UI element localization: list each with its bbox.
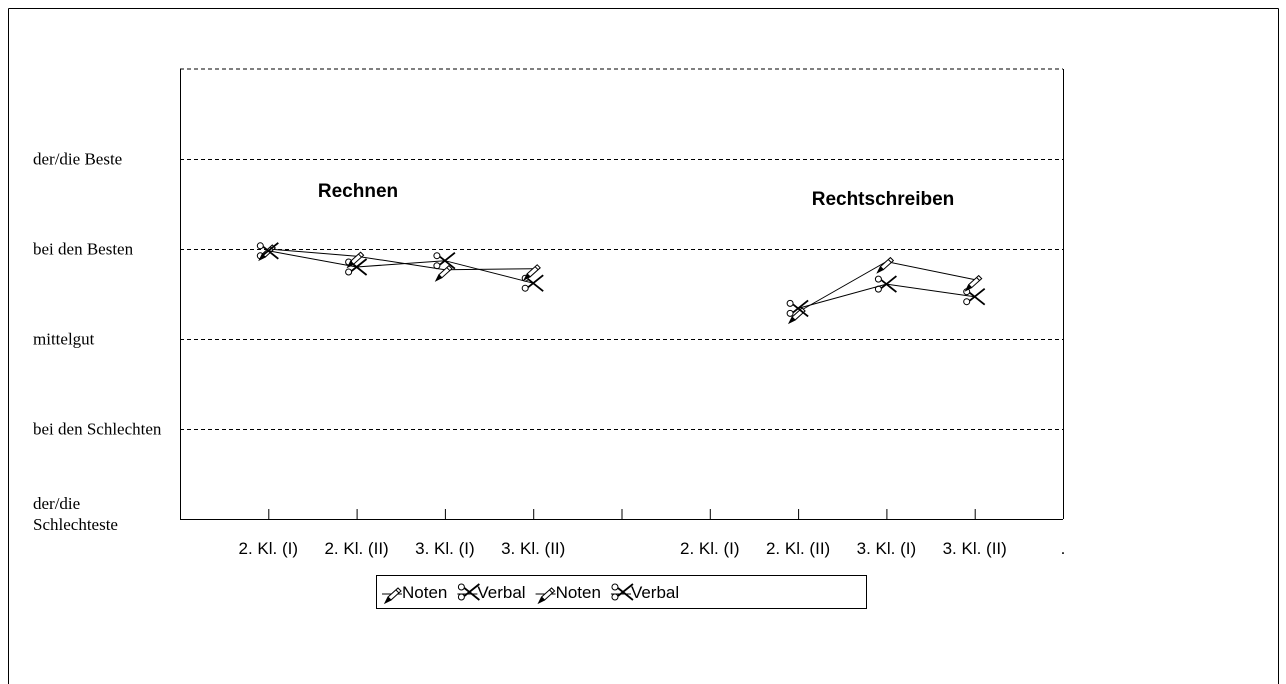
scissors-blade [463, 587, 480, 601]
scissors-ring [521, 284, 529, 292]
pencil-tip [787, 316, 796, 325]
scissors-blade [439, 255, 456, 270]
scissors-blade [351, 258, 368, 272]
legend-marker [383, 587, 402, 605]
scissors-ring [345, 268, 353, 276]
scissors-ring [457, 593, 465, 601]
scissors-ring [521, 274, 529, 282]
series-line [268, 248, 534, 271]
scissors-blade [262, 242, 279, 256]
scissors-ring [433, 252, 441, 260]
scissors-ring [786, 299, 794, 307]
x-tick-label: 2. Kl. (I) [239, 539, 299, 558]
scissors-ring [963, 298, 971, 306]
pencil-tip [876, 266, 884, 274]
pencil-cap [395, 589, 400, 594]
pencil-tip [434, 274, 443, 282]
y-tick-label: der/die Beste [33, 149, 123, 169]
y-tick-label: bei den Schlechten [33, 419, 162, 439]
x-tick-label: 3. Kl. (II) [501, 539, 565, 558]
series-line [797, 261, 975, 313]
pencil-tip [537, 596, 545, 605]
scissors-ring [457, 583, 465, 591]
pencil-cap [358, 253, 362, 258]
series-line [797, 283, 975, 309]
y-tick-label: mittelgut [33, 329, 95, 349]
pencil-cap [888, 259, 892, 263]
x-tick-label: 2. Kl. (I) [680, 539, 740, 558]
scissors-ring [611, 583, 619, 591]
data-point [523, 264, 541, 281]
scissors-blade [617, 587, 634, 601]
annotation: Rechnen [318, 181, 398, 202]
legend-marker [611, 583, 634, 601]
x-tick-label: 3. Kl. (I) [415, 539, 475, 558]
legend-label: Verbal [477, 583, 525, 602]
legend-marker [457, 583, 480, 601]
scissors-ring [256, 252, 264, 260]
pencil-cap [549, 589, 553, 594]
legend-label: Noten [556, 583, 601, 602]
scissors-blade [792, 299, 809, 314]
series-line [268, 250, 534, 284]
data-point [433, 251, 456, 270]
scissors-blade [969, 291, 986, 306]
x-tick-label: 2. Kl. (II) [766, 539, 830, 558]
data-point [345, 258, 368, 276]
scissors-blade [880, 279, 897, 293]
scissors-blade [463, 583, 480, 597]
scissors-ring [611, 593, 619, 601]
pencil-body [526, 264, 541, 278]
scissors-blade [969, 287, 986, 302]
scissors-ring [433, 262, 441, 270]
scissors-blade [880, 275, 897, 289]
x-tick-label: 3. Kl. (II) [943, 539, 1007, 558]
data-point [876, 256, 895, 274]
pencil-cap [446, 267, 451, 272]
data-point [786, 299, 809, 318]
y-tick-label: der/die Schlechteste [33, 494, 118, 534]
scissors-blade [351, 262, 368, 276]
x-tick-label: 2. Kl. (II) [324, 539, 388, 558]
pencil-body [438, 265, 453, 279]
x-tick-label: 3. Kl. (I) [857, 539, 917, 558]
data-point [521, 274, 544, 292]
scissors-blade [617, 583, 634, 597]
annotation: Rechtschreiben [812, 189, 955, 210]
scissors-blade [262, 246, 279, 260]
scissors-blade [792, 303, 809, 318]
data-point [434, 265, 453, 282]
scissors-ring [874, 275, 882, 283]
scissors-blade [527, 278, 544, 292]
pencil-cap [976, 277, 981, 281]
scissors-ring [345, 258, 353, 266]
data-point [963, 287, 986, 306]
legend-marker [537, 587, 556, 605]
scissors-ring [963, 288, 971, 296]
data-point [256, 242, 279, 260]
legend-box [376, 575, 867, 609]
pencil-cap [534, 266, 539, 271]
scissors-ring [786, 309, 794, 317]
data-point [964, 274, 983, 292]
scissors-blade [439, 251, 456, 266]
pencil-body [967, 274, 983, 289]
y-tick-label: bei den Besten [33, 239, 134, 259]
pencil-tip [383, 596, 392, 605]
scissors-blade [527, 274, 544, 288]
scissors-ring [874, 285, 882, 293]
legend-label: Noten [402, 583, 447, 602]
x-tick-label: . [1061, 539, 1066, 558]
legend-label: Verbal [631, 583, 679, 602]
scissors-ring [256, 242, 264, 250]
data-point [874, 275, 897, 293]
